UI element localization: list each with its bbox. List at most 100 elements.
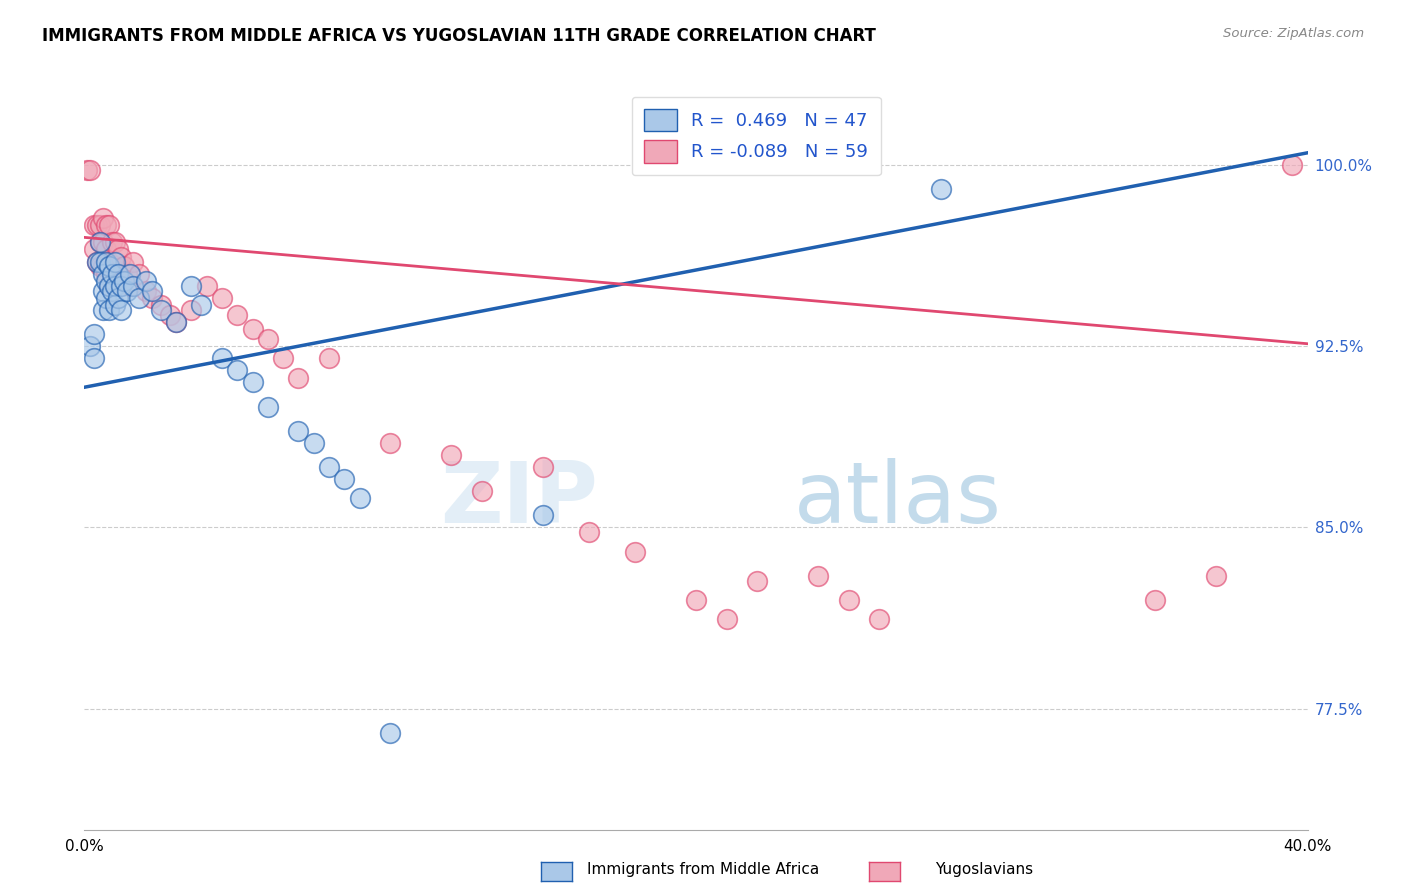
Point [104,278,127,293]
Point [115,267,138,281]
Point [94,254,117,268]
Point [97,254,120,268]
Point [578,525,600,540]
Point [107,267,129,281]
Point [333,472,356,486]
Point [101,284,124,298]
Point [318,351,340,366]
Point [86,254,108,268]
Point [104,235,127,250]
Point [440,448,463,462]
Point [89,235,111,250]
Point [141,291,163,305]
Point [149,298,172,312]
Point [122,278,145,293]
Point [135,274,157,288]
Point [624,544,647,558]
Point [83,219,105,233]
Point [226,363,249,377]
Point [226,308,249,322]
Point [257,400,280,414]
Point [83,327,105,342]
Point [287,424,309,438]
Point [869,612,891,626]
Text: IMMIGRANTS FROM MIDDLE AFRICA VS YUGOSLAVIAN 11TH GRADE CORRELATION CHART: IMMIGRANTS FROM MIDDLE AFRICA VS YUGOSLA… [42,27,876,45]
Point [101,235,124,250]
Point [716,612,738,626]
Point [86,219,108,233]
Point [531,460,554,475]
Point [159,308,181,322]
Point [195,278,218,293]
Point [115,284,138,298]
Point [211,291,233,305]
Point [91,267,114,281]
Point [91,260,114,274]
Point [929,182,952,196]
Point [287,370,309,384]
Point [79,162,101,177]
Point [94,274,117,288]
Point [86,254,108,268]
Point [107,291,129,305]
Point [180,278,202,293]
Point [838,593,860,607]
Point [76,162,98,177]
Point [122,254,145,268]
Point [89,254,111,268]
Point [110,302,132,317]
Point [165,315,187,329]
Point [110,278,132,293]
Point [128,267,150,281]
Point [242,376,264,390]
Text: Yugoslavians: Yugoslavians [935,863,1033,877]
Point [120,278,142,293]
Point [141,284,163,298]
Point [91,284,114,298]
Point [807,568,830,582]
Point [380,726,402,740]
Point [110,250,132,264]
Point [190,298,212,312]
Point [97,278,120,293]
Point [94,267,117,281]
Point [83,351,105,366]
Point [97,219,120,233]
Point [471,484,494,499]
Text: ZIP: ZIP [440,458,598,541]
Point [271,351,294,366]
Point [120,267,142,281]
Point [89,219,111,233]
Text: Source: ZipAtlas.com: Source: ZipAtlas.com [1223,27,1364,40]
Point [107,243,129,257]
Point [149,302,172,317]
Point [79,339,101,353]
Point [1205,568,1227,582]
Point [257,332,280,346]
Point [211,351,233,366]
Point [97,260,120,274]
Point [318,460,340,475]
Point [112,274,135,288]
Point [97,278,120,293]
Text: Immigrants from Middle Africa: Immigrants from Middle Africa [586,863,820,877]
Point [1143,593,1166,607]
Point [91,302,114,317]
Point [302,435,325,450]
Legend: R =  0.469   N = 47, R = -0.089   N = 59: R = 0.469 N = 47, R = -0.089 N = 59 [631,97,880,175]
Point [104,298,127,312]
Point [107,267,129,281]
Point [97,302,120,317]
Point [349,491,371,506]
Point [101,260,124,274]
Point [91,235,114,250]
Point [180,302,202,317]
Point [91,211,114,225]
Point [83,243,105,257]
Point [101,267,124,281]
Point [94,291,117,305]
Point [89,235,111,250]
Point [380,435,402,450]
Point [89,260,111,274]
Point [112,260,135,274]
